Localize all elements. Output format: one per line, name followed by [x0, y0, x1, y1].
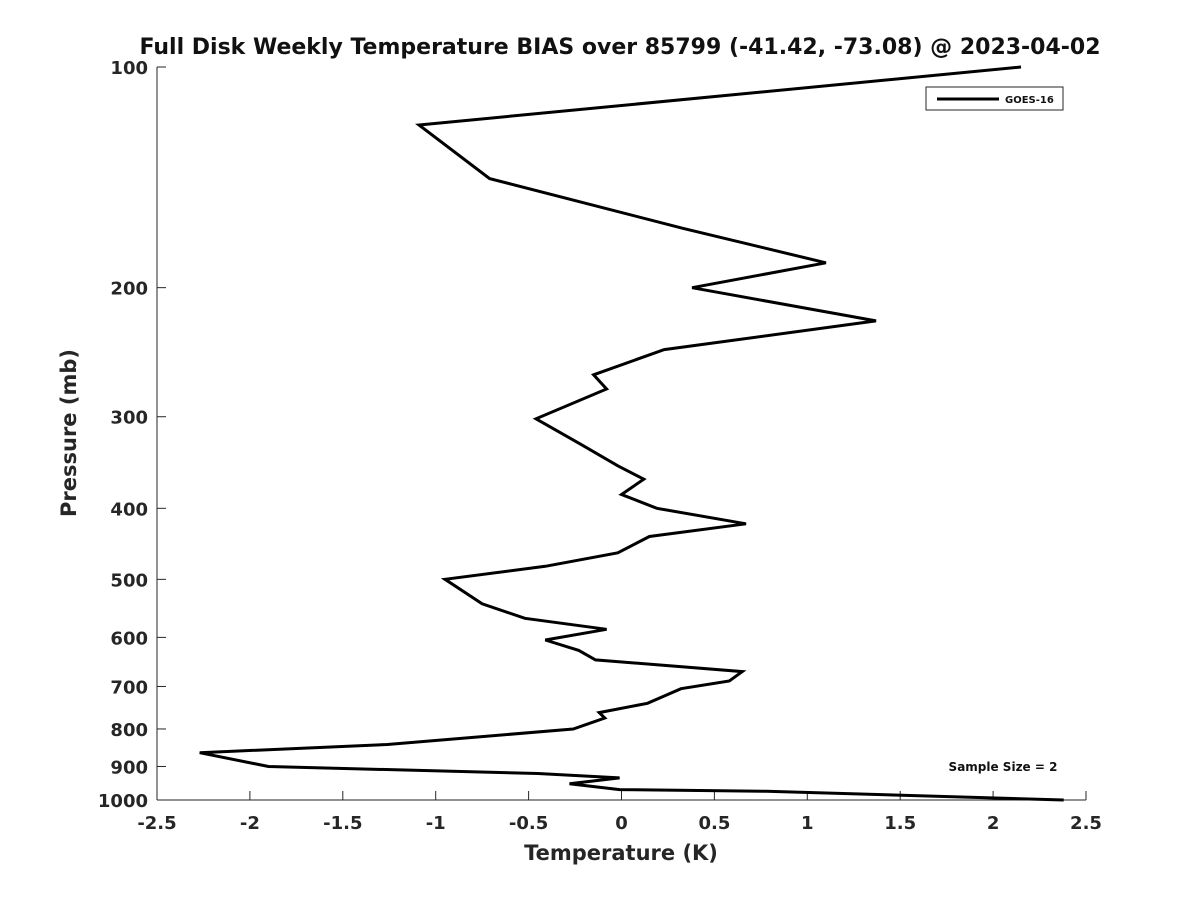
- y-tick-label: 400: [110, 499, 148, 520]
- x-tick-label: 0.5: [698, 813, 730, 834]
- x-tick-label: 1: [801, 813, 814, 834]
- y-tick-label: 300: [110, 408, 148, 429]
- x-tick-label: -0.5: [509, 813, 548, 834]
- chart-title: Full Disk Weekly Temperature BIAS over 8…: [139, 35, 1100, 60]
- y-tick-label: 100: [110, 58, 148, 79]
- y-tick-label: 900: [110, 757, 148, 778]
- x-tick-label: 1.5: [884, 813, 916, 834]
- x-tick-label: -2: [240, 813, 260, 834]
- series-line-goes-16: [199, 65, 1064, 802]
- y-tick-label: 200: [110, 279, 148, 300]
- y-tick-label: 1000: [98, 791, 148, 812]
- legend-label: GOES-16: [1005, 95, 1054, 106]
- y-tick-label: 800: [110, 720, 148, 741]
- sample-size-annotation: Sample Size = 2: [949, 760, 1058, 774]
- x-tick-label: 0: [615, 813, 628, 834]
- x-tick-label: -1.5: [323, 813, 362, 834]
- legend: GOES-16: [925, 86, 1064, 111]
- y-axis-ticks: 100 200 300 400 500 600 700 800 900 1000: [98, 58, 166, 812]
- x-axis-label: Temperature (K): [524, 841, 718, 865]
- series-layer: [199, 65, 1064, 802]
- x-tick-label: 2: [987, 813, 1000, 834]
- x-tick-label: 2.5: [1070, 813, 1102, 834]
- y-tick-label: 500: [110, 570, 148, 591]
- y-tick-label: 600: [110, 628, 148, 649]
- x-tick-label: -2.5: [137, 813, 176, 834]
- x-tick-label: -1: [426, 813, 446, 834]
- y-axis-label: Pressure (mb): [57, 349, 81, 517]
- y-tick-label: 700: [110, 677, 148, 698]
- x-axis-ticks: -2.5 -2 -1.5 -1 -0.5 0 0.5 1 1.5 2 2.5: [137, 791, 1102, 834]
